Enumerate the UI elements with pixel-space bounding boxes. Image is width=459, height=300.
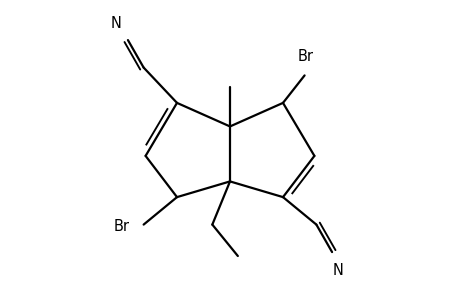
Text: Br: Br — [297, 50, 313, 64]
Text: N: N — [332, 263, 343, 278]
Text: N: N — [111, 16, 121, 32]
Text: Br: Br — [114, 219, 130, 234]
